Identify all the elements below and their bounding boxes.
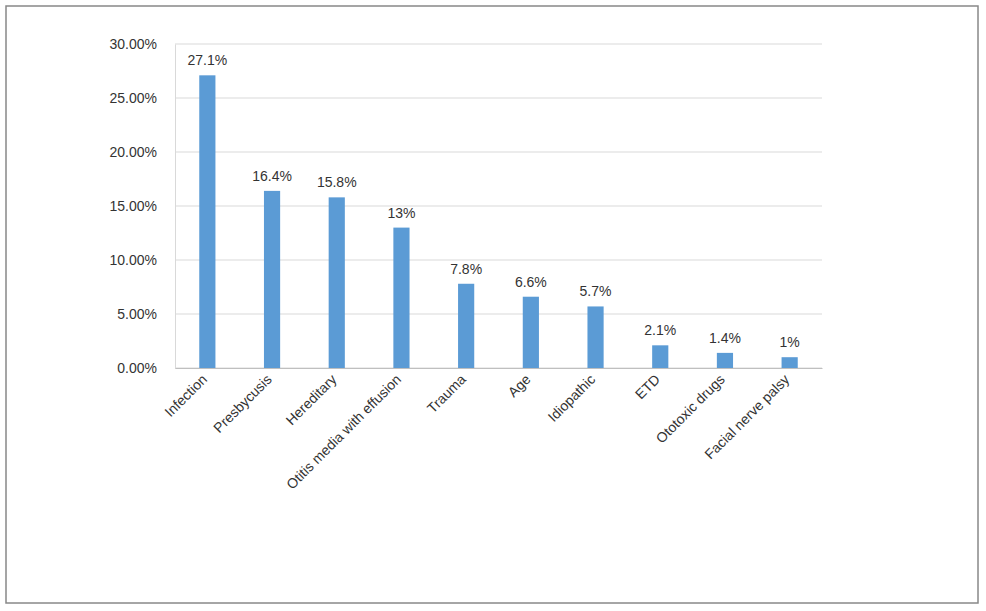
plot: 0.00% 5.00% 10.00% 15.00% 20.00% 25.00% 30.00%… [110,36,823,492]
bar [717,353,733,368]
y-tick: 5.00% [117,306,175,322]
y-tick: 0.00% [117,360,175,376]
x-tick: Otitis media with effusion [283,368,404,492]
grid-line [175,98,822,99]
x-tick-label: Idiopathic [545,371,599,425]
y-tick: 30.00% [110,36,175,52]
data-label: 15.8% [317,174,357,190]
grid-line [175,44,822,45]
x-tick: Age [505,368,534,400]
x-tick-label: Age [505,371,534,400]
chart-frame [6,6,978,603]
y-tick: 10.00% [110,252,175,268]
y-tick-label: 5.00% [117,306,157,322]
bar [782,357,798,368]
y-tick-label: 0.00% [117,360,157,376]
y-tick: 25.00% [110,90,175,106]
y-tick-label: 15.00% [110,198,157,214]
data-label: 27.1% [187,52,227,68]
x-axis-line [176,368,823,369]
y-tick-label: 25.00% [110,90,157,106]
x-tick-label: Hereditary [283,371,340,428]
x-tick: Facial nerve palsy [701,368,792,462]
data-label: 1.4% [709,330,741,346]
data-labels: 27.1% 16.4% 15.8% 13% 7.8% 6.6% 5.7% 2.1% 1.4% 1% [187,52,799,350]
y-tick-label: 20.00% [110,144,157,160]
x-tick: Infection [161,368,210,420]
x-tick: Hereditary [283,368,340,428]
x-tick-label: ETD [632,371,663,402]
y-tick-label: 10.00% [110,252,157,268]
x-tick: ETD [632,368,663,402]
x-tick-label: Presbycusis [210,371,275,436]
bar [329,197,345,368]
bars [199,75,797,368]
x-tick-label: Trauma [424,371,469,416]
x-axis: InfectionPresbycusisHereditaryOtitis med… [161,368,822,492]
x-tick-label: Facial nerve palsy [701,371,792,462]
grid [175,44,822,368]
y-tick: 20.00% [110,144,175,160]
y-tick-label: 30.00% [110,36,157,52]
data-label: 2.1% [644,322,676,338]
grid-line [175,152,822,153]
x-tick: Presbycusis [210,368,275,436]
chart: 0.00% 5.00% 10.00% 15.00% 20.00% 25.00% 30.00%… [0,0,986,611]
x-tick-label: Infection [161,371,210,420]
y-axis: 0.00% 5.00% 10.00% 15.00% 20.00% 25.00% 30.00% [110,36,176,376]
data-label: 13% [387,205,415,221]
bar [199,75,215,368]
bar [652,345,668,368]
bar [523,297,539,368]
bar [587,306,603,368]
y-tick: 15.00% [110,198,175,214]
y-axis-line [175,45,176,369]
x-tick: Trauma [424,368,469,416]
bar [393,228,409,368]
data-label: 5.7% [580,283,612,299]
bar [264,191,280,368]
x-tick: Idiopathic [545,368,599,425]
data-label: 16.4% [252,168,292,184]
bar [458,284,474,368]
x-tick-label: Otitis media with effusion [283,371,404,492]
data-label: 1% [780,334,800,350]
data-label: 6.6% [515,274,547,290]
data-label: 7.8% [450,261,482,277]
